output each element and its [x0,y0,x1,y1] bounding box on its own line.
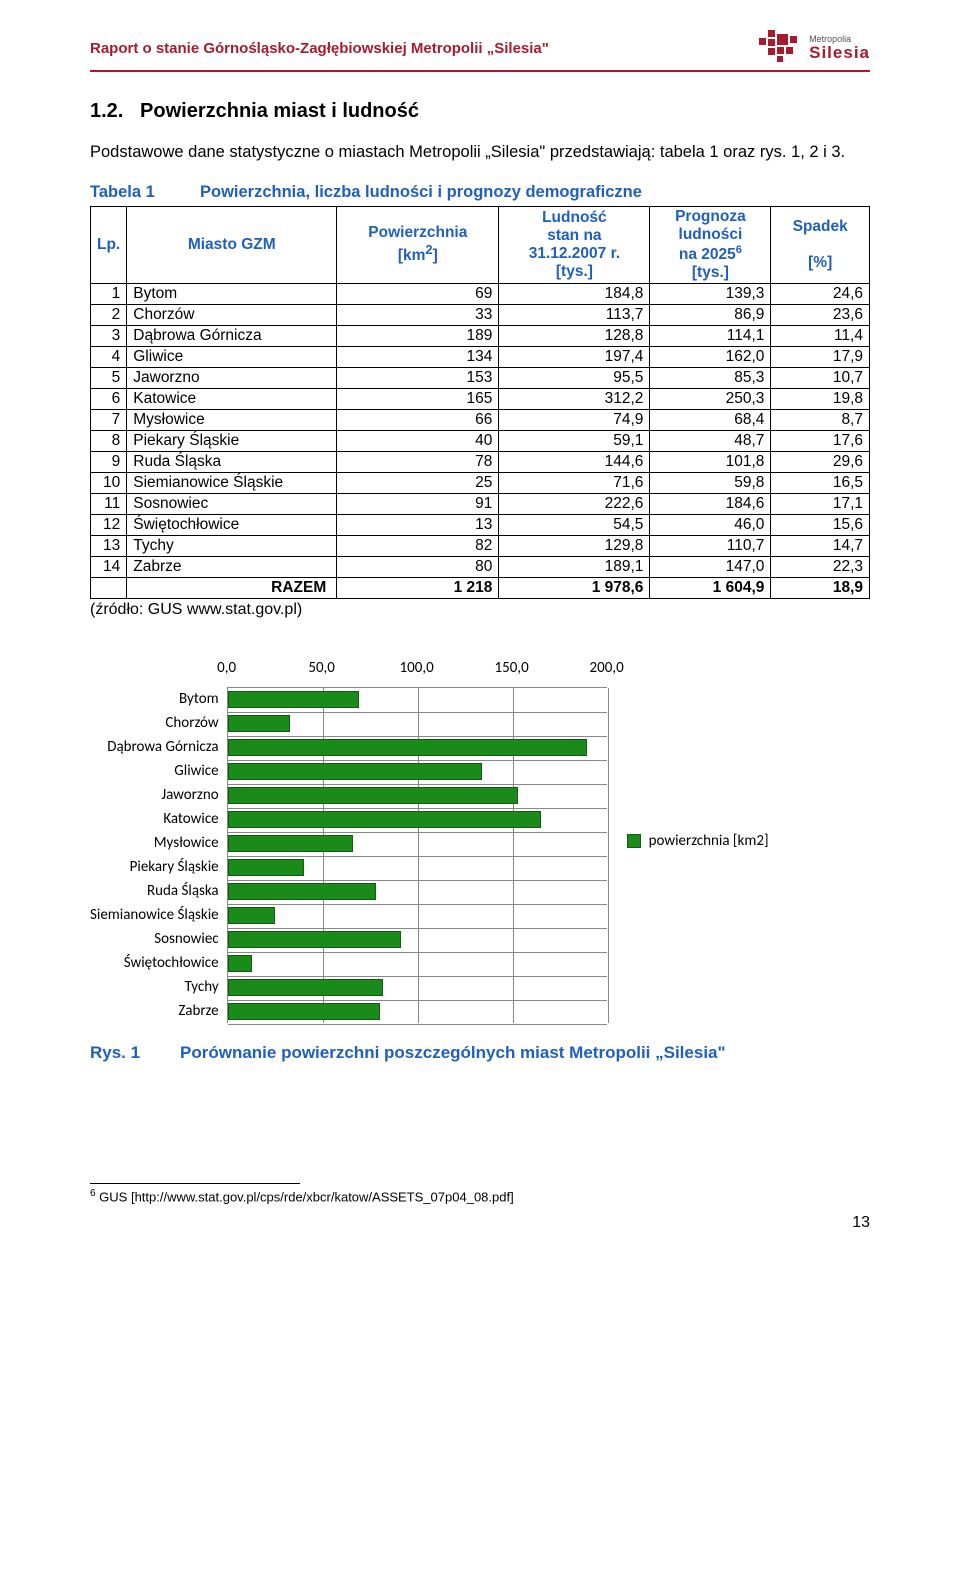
footnote: 6 GUS [http://www.stat.gov.pl/cps/rde/xb… [90,1188,870,1204]
logo-text: Metropolia Silesia [809,35,870,61]
chart-bar [228,787,519,804]
chart-bar [228,811,542,828]
table-row: 6Katowice165312,2250,319,8 [91,389,870,410]
table-row: 14Zabrze80189,1147,022,3 [91,557,870,578]
y-tick-label: Tychy [90,975,219,999]
x-tick-label: 150,0 [495,659,529,677]
y-tick-label: Siemianowice Śląskie [90,903,219,927]
y-tick-label: Świętochłowice [90,951,219,975]
y-tick-label: Jaworzno [90,783,219,807]
y-tick-label: Bytom [90,687,219,711]
legend-label: powierzchnia [km2] [649,832,769,850]
chart-bar [228,739,587,756]
th-city: Miasto GZM [127,206,337,283]
page-header: Raport o stanie Górnośląsko-Zagłębiowski… [90,30,870,72]
th-prog: Prognozaludnościna 20256[tys.] [650,206,771,283]
data-table: Lp. Miasto GZM Powierzchnia[km2] Ludność… [90,206,870,599]
x-tick-label: 0,0 [217,659,236,677]
table-source: (źródło: GUS www.stat.gov.pl) [90,601,870,619]
y-tick-label: Dąbrowa Górnicza [90,735,219,759]
x-tick-label: 50,0 [308,659,335,677]
chart-bar [228,931,401,948]
y-tick-label: Ruda Śląska [90,879,219,903]
chart-bar [228,715,291,732]
chart-bar [228,835,353,852]
chart-bar [228,763,483,780]
y-tick-label: Zabrze [90,999,219,1023]
table-row: 4Gliwice134197,4162,017,9 [91,347,870,368]
figure-caption: Rys. 1Porównanie powierzchni poszczególn… [90,1043,870,1063]
chart-legend: powierzchnia [km2] [607,832,769,850]
y-tick-label: Katowice [90,807,219,831]
y-tick-label: Sosnowiec [90,927,219,951]
chart-y-labels: BytomChorzówDąbrowa GórniczaGliwiceJawor… [90,687,227,1023]
logo-icon [759,30,803,66]
chart-bar [228,883,376,900]
table-row: 2Chorzów33113,786,923,6 [91,305,870,326]
table-row: 11Sosnowiec91222,6184,617,1 [91,494,870,515]
intro-paragraph: Podstawowe dane statystyczne o miastach … [90,141,870,165]
table-row: 5Jaworzno15395,585,310,7 [91,368,870,389]
th-lp: Lp. [91,206,127,283]
section-heading: 1.2. Powierzchnia miast i ludność [90,100,870,123]
th-area: Powierzchnia[km2] [337,206,499,283]
table-row: 12Świętochłowice1354,546,015,6 [91,515,870,536]
area-chart: BytomChorzówDąbrowa GórniczaGliwiceJawor… [90,659,870,1023]
th-drop: Spadek[%] [771,206,870,283]
chart-bar [228,955,253,972]
chart-bar [228,859,304,876]
table-caption: Tabela 1Powierzchnia, liczba ludności i … [90,183,870,202]
x-tick-label: 200,0 [590,659,624,677]
y-tick-label: Piekary Śląskie [90,855,219,879]
header-title: Raport o stanie Górnośląsko-Zagłębiowski… [90,40,549,57]
chart-x-axis: 0,050,0100,0150,0200,0 [227,659,607,687]
x-tick-label: 100,0 [400,659,434,677]
chart-bar [228,691,359,708]
legend-swatch-icon [627,834,641,848]
table-row: 8Piekary Śląskie4059,148,717,6 [91,431,870,452]
y-tick-label: Chorzów [90,711,219,735]
table-row: 13Tychy82129,8110,714,7 [91,536,870,557]
th-pop: Ludnośćstan na31.12.2007 r.[tys.] [499,206,650,283]
logo: Metropolia Silesia [759,30,870,66]
y-tick-label: Mysłowice [90,831,219,855]
chart-bar [228,979,384,996]
table-row: 10Siemianowice Śląskie2571,659,816,5 [91,473,870,494]
table-row: 3Dąbrowa Górnicza189128,8114,111,4 [91,326,870,347]
chart-bar [228,1003,380,1020]
table-total-row: RAZEM1 2181 978,61 604,918,9 [91,578,870,599]
y-tick-label: Gliwice [90,759,219,783]
table-row: 1Bytom69184,8139,324,6 [91,284,870,305]
table-row: 7Mysłowice6674,968,48,7 [91,410,870,431]
footnote-separator [90,1183,300,1184]
table-row: 9Ruda Śląska78144,6101,829,6 [91,452,870,473]
chart-plot-area [227,687,607,1023]
page-number: 13 [90,1214,870,1232]
chart-bar [228,907,276,924]
